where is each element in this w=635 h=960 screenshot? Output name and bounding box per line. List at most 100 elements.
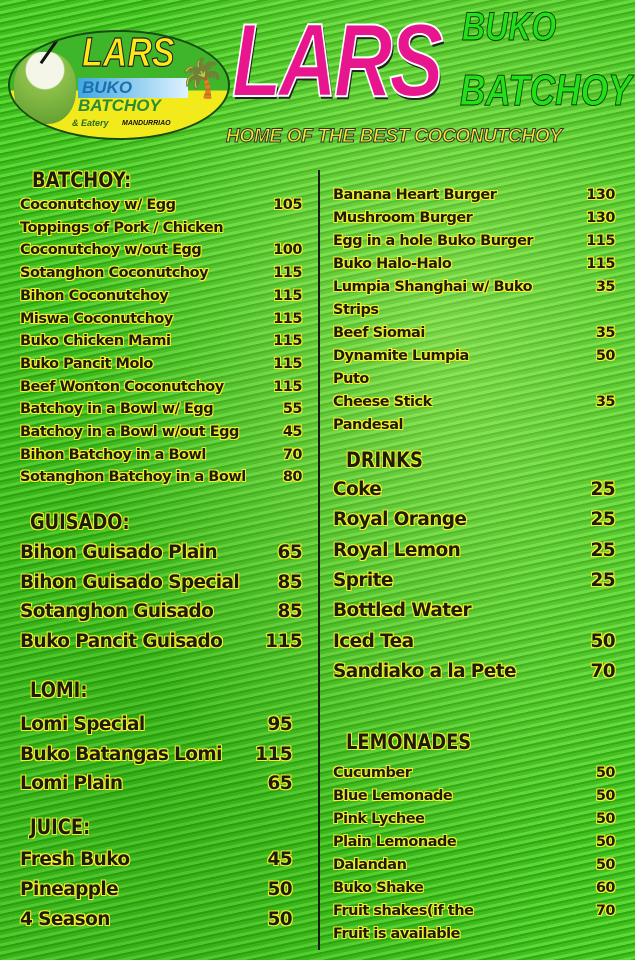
item-price: 25 bbox=[590, 539, 615, 561]
item-name: Dynamite Lumpia bbox=[333, 348, 469, 364]
menu-item: Cucumber 50 bbox=[333, 765, 616, 781]
menu-item: Buko Chicken Mami 115 bbox=[20, 333, 302, 349]
item-price: 25 bbox=[590, 509, 615, 531]
item-name: Pandesal bbox=[333, 417, 403, 433]
item-price: 95 bbox=[267, 714, 292, 735]
item-price: 100 bbox=[273, 242, 302, 259]
item-name: Miswa Coconutchoy bbox=[20, 310, 173, 327]
item-name: Bihon Batchoy in a Bowl bbox=[20, 446, 206, 463]
menu-item: Sotanghon Batchoy in a Bowl 80 bbox=[20, 469, 303, 486]
menu-item: Coke 25 bbox=[333, 479, 616, 500]
menu-item: Buko Halo-Halo 115 bbox=[333, 256, 615, 272]
item-name: Buko Pancit Molo bbox=[20, 355, 153, 372]
item-price: 50 bbox=[590, 630, 615, 652]
item-price: 50 bbox=[595, 857, 616, 873]
palm-tree-icon: 🌴 bbox=[178, 56, 226, 100]
item-price: 80 bbox=[282, 469, 303, 486]
item-price: 50 bbox=[595, 834, 616, 850]
item-price: 85 bbox=[277, 601, 302, 623]
item-name: Sprite bbox=[333, 569, 393, 591]
menu-item: Cheese Stick 35 bbox=[333, 394, 616, 410]
logo-text: BATCHOY bbox=[78, 96, 161, 115]
item-name: Buko Pancit Guisado bbox=[20, 631, 223, 653]
item-price: 50 bbox=[595, 811, 616, 827]
item-name: Coke bbox=[333, 479, 382, 500]
section-title-guisado: GUISADO: bbox=[30, 510, 130, 534]
menu-item: Bihon Guisado Special 85 bbox=[20, 571, 303, 593]
item-name: Banana Heart Burger bbox=[333, 187, 497, 203]
tagline: HOME OF THE BEST COCONUTCHOY bbox=[226, 126, 563, 148]
item-name: Lomi Plain bbox=[20, 773, 123, 794]
item-price: 115 bbox=[273, 333, 302, 350]
brand-sub: BUKO bbox=[462, 5, 557, 49]
item-name: Sotanghon Batchoy in a Bowl bbox=[20, 469, 246, 486]
item-price: 70 bbox=[282, 446, 303, 463]
menu-item: Plain Lemonade 50 bbox=[333, 834, 616, 850]
menu-item: Coconutchoy w/out Egg 100 bbox=[20, 242, 302, 258]
menu-item: Lomi Plain 65 bbox=[20, 773, 293, 794]
item-name: Cucumber bbox=[333, 765, 412, 781]
menu-item: Buko Pancit Molo 115 bbox=[20, 356, 302, 372]
menu-item: Lomi Special 95 bbox=[20, 714, 293, 735]
item-price: 115 bbox=[586, 233, 615, 249]
item-name: Batchoy in a Bowl w/ Egg bbox=[20, 401, 214, 418]
item-name: Sotanghon Guisado bbox=[20, 601, 214, 623]
item-name: Buko Batangas Lomi bbox=[20, 743, 222, 765]
item-price: 65 bbox=[277, 542, 302, 563]
item-price: 115 bbox=[273, 355, 302, 372]
menu-item: Mushroom Burger 130 bbox=[333, 210, 615, 226]
item-name: Bihon Guisado Special bbox=[20, 571, 240, 593]
menu-item: Fruit is available bbox=[333, 926, 615, 942]
item-name: Beef Wonton Coconutchoy bbox=[20, 378, 224, 395]
item-price: 70 bbox=[595, 903, 616, 919]
item-price: 60 bbox=[595, 880, 616, 896]
menu-item: Pineapple 50 bbox=[20, 879, 293, 900]
item-name: Fresh Buko bbox=[20, 849, 130, 870]
menu-item: Sotanghon Guisado 85 bbox=[20, 601, 303, 623]
item-name: Strips bbox=[333, 302, 379, 318]
logo: LARS BUKO BATCHOY & Eatery MANDURRIAO 🌴 bbox=[8, 30, 230, 140]
item-name: 4 Season bbox=[20, 909, 110, 930]
menu-item: Buko Shake 60 bbox=[333, 880, 616, 896]
menu-item: Bottled Water bbox=[333, 600, 615, 621]
menu-item: Bihon Batchoy in a Bowl 70 bbox=[20, 446, 303, 463]
item-name: Batchoy in a Bowl w/out Egg bbox=[20, 424, 239, 440]
item-price: 35 bbox=[595, 394, 616, 410]
item-name: Toppings of Pork / Chicken bbox=[20, 219, 224, 236]
item-price: 115 bbox=[273, 378, 302, 395]
item-price: 45 bbox=[267, 849, 292, 870]
menu-item: Strips bbox=[333, 302, 615, 318]
item-name: Sotanghon Coconutchoy bbox=[20, 265, 209, 282]
item-name: Dalandan bbox=[333, 857, 407, 873]
item-name: Bihon Coconutchoy bbox=[20, 287, 169, 304]
menu-item: Fresh Buko 45 bbox=[20, 849, 293, 870]
item-name: Royal Orange bbox=[333, 509, 467, 531]
item-price: 115 bbox=[255, 743, 292, 765]
item-price: 130 bbox=[586, 210, 615, 226]
item-price: 130 bbox=[586, 187, 615, 203]
item-price: 105 bbox=[273, 197, 302, 213]
menu-item: Pandesal bbox=[333, 417, 615, 433]
menu-item: Toppings of Pork / Chicken bbox=[20, 220, 302, 236]
brand-title: LARS bbox=[231, 2, 444, 120]
menu-item: Beef Wonton Coconutchoy 115 bbox=[20, 379, 302, 395]
menu-item: Batchoy in a Bowl w/out Egg 45 bbox=[20, 424, 303, 440]
item-name: Lumpia Shanghai w/ Buko bbox=[333, 279, 533, 295]
item-price: 50 bbox=[267, 909, 292, 930]
item-price: 115 bbox=[265, 631, 302, 653]
brand-sub: BATCHOY bbox=[460, 66, 632, 115]
item-name: Royal Lemon bbox=[333, 539, 461, 561]
logo-text: MANDURRIAO bbox=[122, 120, 171, 127]
logo-text: LARS bbox=[82, 30, 176, 76]
item-price: 50 bbox=[595, 348, 616, 364]
menu-item: 4 Season 50 bbox=[20, 909, 293, 930]
menu-item: Bihon Guisado Plain 65 bbox=[20, 542, 303, 563]
item-price: 35 bbox=[595, 325, 616, 341]
item-name: Plain Lemonade bbox=[333, 834, 457, 850]
item-price: 70 bbox=[590, 660, 615, 682]
section-title-batchoy: BATCHOY: bbox=[32, 168, 132, 192]
menu-item: Fruit shakes(if the 70 bbox=[333, 903, 616, 919]
section-title-lemonades: LEMONADES bbox=[346, 730, 472, 754]
menu-item: Coconutchoy w/ Egg 105 bbox=[20, 197, 302, 213]
